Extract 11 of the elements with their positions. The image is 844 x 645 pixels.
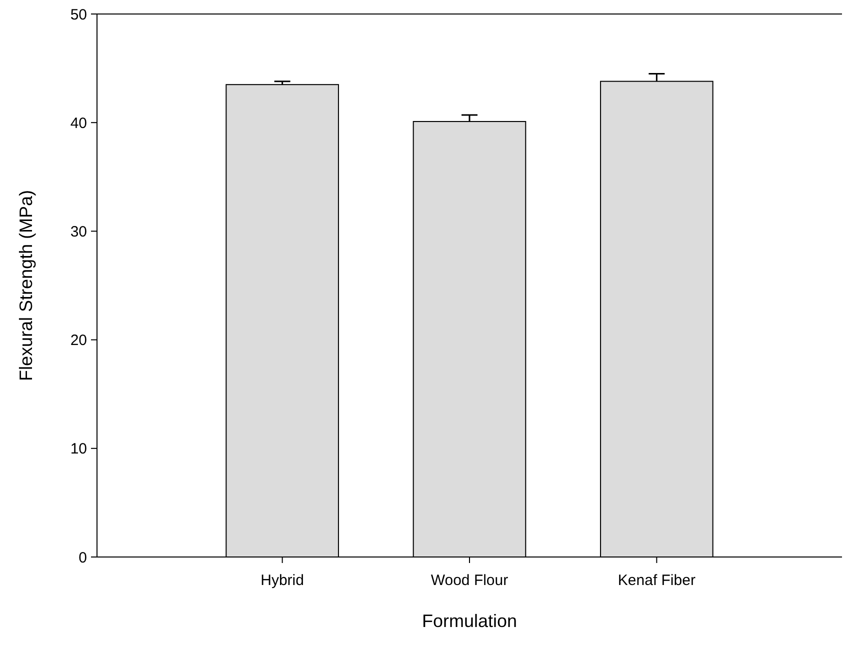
x-tick-label: Hybrid [260, 572, 304, 589]
y-tick-label: 50 [70, 6, 87, 24]
y-tick-label: 10 [70, 440, 87, 458]
y-tick-label: 20 [70, 332, 87, 350]
y-axis-title: Flexural Strength (MPa) [16, 190, 36, 382]
x-tick-label: Wood Flour [430, 572, 508, 589]
x-axis-title: Formulation [422, 611, 518, 631]
y-tick-label: 0 [78, 549, 87, 566]
x-tick-label: Kenaf Fiber [618, 572, 696, 589]
y-tick-label: 30 [70, 223, 87, 240]
y-tick-label: 40 [70, 114, 87, 132]
